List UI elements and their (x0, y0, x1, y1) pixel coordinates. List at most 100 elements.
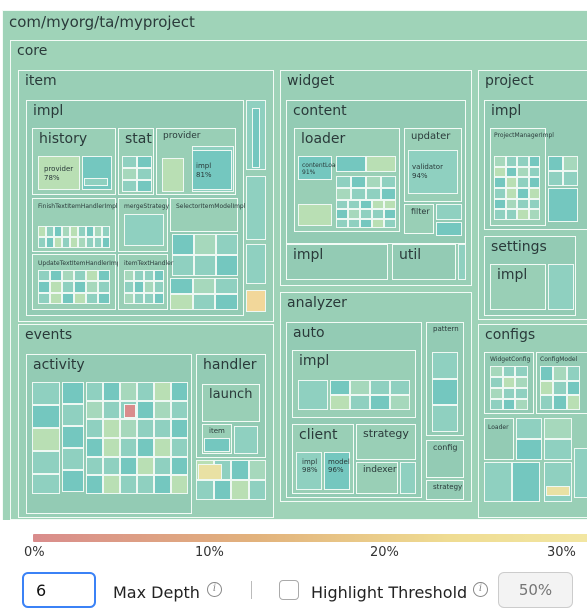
class-tile[interactable] (192, 150, 232, 190)
highlight-threshold-info-icon[interactable]: i (473, 582, 488, 597)
class-tile[interactable] (134, 292, 144, 304)
class-tile[interactable] (134, 281, 144, 293)
class-tile[interactable] (144, 270, 154, 282)
max-depth-input[interactable] (22, 572, 96, 608)
class-tile[interactable] (215, 278, 238, 294)
class-tile[interactable] (366, 176, 381, 188)
threshold-input[interactable] (498, 572, 573, 608)
class-tile[interactable] (154, 382, 171, 401)
class-tile[interactable] (204, 438, 230, 452)
class-tile[interactable] (350, 380, 370, 395)
class-tile[interactable] (502, 388, 516, 399)
class-tile[interactable] (544, 439, 572, 460)
class-tile[interactable] (124, 281, 134, 293)
class-tile[interactable] (490, 366, 503, 377)
class-tile[interactable] (137, 180, 152, 192)
class-tile[interactable] (574, 448, 587, 498)
class-tile[interactable] (528, 198, 540, 210)
class-tile[interactable] (137, 438, 154, 457)
class-tile[interactable] (171, 456, 188, 476)
class-tile[interactable] (74, 292, 86, 304)
class-tile[interactable] (381, 188, 396, 200)
class-tile[interactable] (120, 475, 137, 494)
class-tile[interactable] (517, 188, 529, 199)
class-tile[interactable] (94, 237, 102, 248)
class-tile[interactable] (298, 156, 332, 180)
class-tile[interactable] (62, 226, 70, 237)
class-tile[interactable] (351, 176, 366, 188)
class-tile[interactable] (171, 382, 188, 401)
class-tile[interactable] (548, 171, 563, 186)
class-tile[interactable] (194, 255, 216, 276)
class-tile[interactable] (432, 378, 458, 406)
class-tile[interactable] (122, 156, 137, 168)
class-tile[interactable] (70, 237, 78, 248)
class-tile[interactable] (566, 366, 580, 381)
class-tile[interactable] (546, 486, 570, 496)
class-tile[interactable] (494, 156, 506, 167)
class-tile[interactable] (296, 452, 322, 490)
class-tile[interactable] (252, 108, 260, 168)
class-tile[interactable] (216, 255, 238, 276)
class-tile[interactable] (62, 404, 84, 426)
class-tile[interactable] (154, 281, 164, 293)
class-tile[interactable] (137, 156, 152, 168)
class-tile[interactable] (84, 178, 108, 186)
class-tile[interactable] (336, 176, 351, 188)
class-tile[interactable] (86, 475, 103, 494)
class-tile[interactable] (124, 292, 134, 304)
class-tile[interactable] (548, 156, 563, 171)
class-tile[interactable] (154, 456, 171, 476)
package-launch[interactable]: launch (202, 384, 260, 422)
class-tile[interactable] (516, 439, 542, 460)
class-tile[interactable] (137, 456, 154, 476)
class-tile[interactable] (490, 388, 503, 399)
class-tile[interactable] (370, 395, 390, 410)
class-tile[interactable] (494, 188, 506, 199)
class-tile[interactable] (324, 452, 350, 490)
class-tile[interactable] (137, 382, 154, 401)
class-tile[interactable] (515, 377, 528, 388)
class-tile[interactable] (384, 218, 396, 228)
class-tile[interactable] (32, 405, 60, 428)
class-tile[interactable] (86, 237, 94, 248)
class-tile[interactable] (32, 428, 60, 451)
class-tile[interactable] (124, 270, 134, 282)
class-tile[interactable] (390, 380, 410, 395)
class-tile[interactable] (540, 366, 554, 381)
class-tile[interactable] (86, 438, 103, 457)
class-tile[interactable] (336, 218, 348, 228)
package-selector-model[interactable] (170, 198, 238, 232)
class-tile[interactable] (154, 270, 164, 282)
class-tile[interactable] (494, 166, 506, 178)
class-tile[interactable] (517, 166, 529, 178)
class-tile[interactable] (46, 226, 54, 237)
class-tile[interactable] (505, 188, 517, 199)
class-tile[interactable] (566, 380, 580, 396)
class-tile[interactable] (566, 395, 580, 410)
class-tile[interactable] (102, 226, 110, 237)
class-tile[interactable] (502, 399, 516, 410)
class-tile[interactable] (563, 156, 578, 171)
class-tile[interactable] (540, 395, 554, 410)
class-tile[interactable] (120, 438, 137, 457)
class-tile[interactable] (192, 278, 216, 294)
package-strategy[interactable]: strategy (356, 424, 416, 460)
class-tile[interactable] (38, 237, 46, 248)
class-tile[interactable] (505, 156, 517, 167)
class-tile[interactable] (54, 226, 62, 237)
class-tile[interactable] (528, 156, 540, 167)
class-tile[interactable] (103, 419, 120, 438)
class-tile[interactable] (366, 188, 381, 200)
class-tile[interactable] (528, 209, 540, 220)
class-tile[interactable] (103, 400, 120, 420)
class-tile[interactable] (336, 200, 348, 210)
class-tile[interactable] (436, 222, 462, 236)
class-tile[interactable] (38, 156, 80, 190)
class-tile[interactable] (98, 270, 110, 282)
class-tile[interactable] (517, 177, 529, 188)
class-tile[interactable] (246, 290, 266, 312)
class-tile[interactable] (494, 198, 506, 210)
class-tile[interactable] (544, 462, 572, 502)
class-tile[interactable] (74, 281, 86, 293)
